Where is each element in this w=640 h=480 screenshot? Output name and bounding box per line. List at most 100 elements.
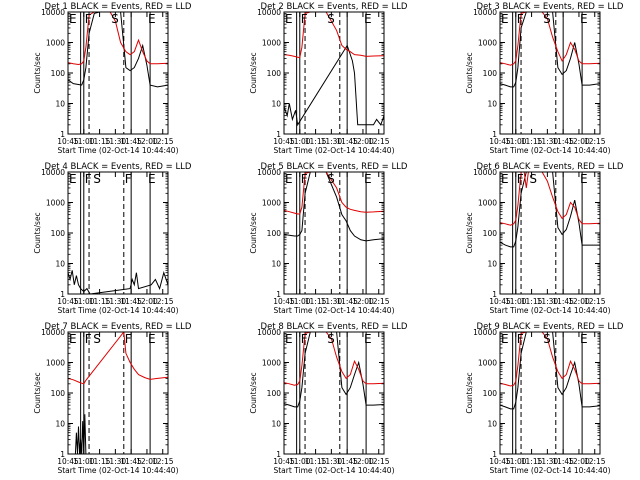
lld-series-line [500,332,600,387]
x-tick-label: 11:45 [120,137,142,146]
x-axis-label: Start Time (02-Oct-14 10:44:40) [57,466,178,475]
interval-marker-label: E [501,12,509,26]
y-tick-label: 1 [276,130,281,139]
y-axis-label: Counts/sec [33,372,42,413]
interval-marker-label: E [501,332,509,346]
x-tick-label: 12:15 [368,137,390,146]
x-tick-label: 11:00 [505,457,527,466]
interval-marker-label: E [285,12,293,26]
y-axis-label: Counts/sec [249,212,258,253]
interval-marker-label: F [85,12,92,26]
panel-title: Det 2 BLACK = Events, RED = LLD [261,2,408,12]
y-tick-label: 100 [51,69,66,78]
x-tick-label: 11:00 [505,137,527,146]
x-axis-label: Start Time (02-Oct-14 10:44:40) [273,466,394,475]
y-tick-label: 100 [51,389,66,398]
y-tick-label: 10000 [41,328,65,337]
panel-title: Det 3 BLACK = Events, RED = LLD [477,2,624,12]
x-tick-label: 11:15 [89,137,111,146]
lld-series-line [284,172,384,215]
panel-title: Det 6 BLACK = Events, RED = LLD [477,162,624,172]
y-axis-label: Counts/sec [465,52,474,93]
y-tick-label: 1 [60,130,65,139]
x-tick-label: 12:00 [136,137,158,146]
y-tick-label: 1 [276,290,281,299]
x-tick-label: 11:15 [89,297,111,306]
interval-marker-label: S [327,172,335,186]
y-tick-label: 10000 [257,328,281,337]
interval-marker-label: E [285,172,293,186]
lld-series-line [500,12,600,66]
y-tick-label: 1 [60,450,65,459]
x-tick-label: 11:45 [336,457,358,466]
plot-frame [283,11,385,135]
y-tick-label: 100 [483,229,498,238]
panel-title: Det 7 BLACK = Events, RED = LLD [45,322,192,332]
y-tick-label: 100 [483,69,498,78]
x-tick-label: 10:45 [273,137,295,146]
y-tick-label: 10 [271,100,281,109]
x-tick-label: 10:45 [489,137,511,146]
x-tick-label: 12:00 [568,297,590,306]
y-tick-label: 1000 [262,199,281,208]
x-tick-label: 12:15 [152,457,174,466]
y-tick-label: 100 [267,69,282,78]
events-series-line [68,12,168,88]
x-tick-label: 12:00 [352,137,374,146]
detector-panel-6: 1 10 100 1000 10000 10:4511:0011:1511:3011:45… [465,162,624,315]
y-tick-label: 1 [492,290,497,299]
x-tick-label: 11:00 [289,137,311,146]
x-tick-label: 11:45 [336,297,358,306]
interval-marker-label: F [517,332,524,346]
interval-marker-label: E [69,332,77,346]
x-tick-label: 11:30 [537,297,559,306]
y-tick-label: 10000 [41,8,65,17]
panel-title: Det 4 BLACK = Events, RED = LLD [45,162,192,172]
x-tick-label: 12:00 [352,457,374,466]
interval-marker-label: F [301,12,308,26]
interval-marker-label: F [125,172,132,186]
x-tick-label: 11:00 [73,137,95,146]
events-series-line [284,44,384,127]
x-tick-label: 12:00 [568,137,590,146]
x-tick-label: 11:45 [120,457,142,466]
interval-marker-label: E [580,332,588,346]
x-tick-label: 11:30 [321,137,343,146]
x-axis-label: Start Time (02-Oct-14 10:44:40) [273,306,394,315]
x-tick-label: 11:15 [521,137,543,146]
x-tick-label: 11:30 [537,137,559,146]
x-axis-label: Start Time (02-Oct-14 10:44:40) [273,146,394,155]
detector-panel-2: 1 10 100 1000 10000 10:4511:0011:1511:3011:45… [249,2,408,155]
lld-series-line [68,332,168,385]
x-tick-label: 12:15 [368,297,390,306]
detector-panel-8: 1 10 100 1000 10000 10:4511:0011:1511:3011:45… [249,322,408,475]
interval-marker-label: E [580,12,588,26]
x-tick-label: 11:30 [321,297,343,306]
interval-marker-label: E [580,172,588,186]
x-axis-label: Start Time (02-Oct-14 10:44:40) [489,146,610,155]
y-tick-label: 10 [271,260,281,269]
interval-marker-label: F [517,12,524,26]
y-tick-label: 100 [267,389,282,398]
x-tick-label: 11:00 [289,297,311,306]
x-tick-label: 12:00 [352,297,374,306]
y-axis-label: Counts/sec [249,52,258,93]
detector-panel-4: 1 10 100 1000 10000 10:4511:0011:1511:3011:45… [33,162,192,315]
y-tick-label: 10000 [257,168,281,177]
x-tick-label: 12:15 [584,297,606,306]
y-tick-label: 1000 [478,39,497,48]
y-tick-label: 10 [487,100,497,109]
y-axis-label: Counts/sec [465,372,474,413]
x-tick-label: 11:15 [305,137,327,146]
interval-marker-label: E [501,172,509,186]
x-tick-label: 11:15 [521,297,543,306]
y-axis-label: Counts/sec [249,372,258,413]
lld-series-line [284,12,384,59]
y-tick-label: 10 [487,260,497,269]
x-tick-label: 11:15 [89,457,111,466]
x-axis-label: Start Time (02-Oct-14 10:44:40) [57,146,178,155]
x-tick-label: 12:15 [368,457,390,466]
events-series-line [74,414,87,454]
lld-series-line [284,332,384,386]
